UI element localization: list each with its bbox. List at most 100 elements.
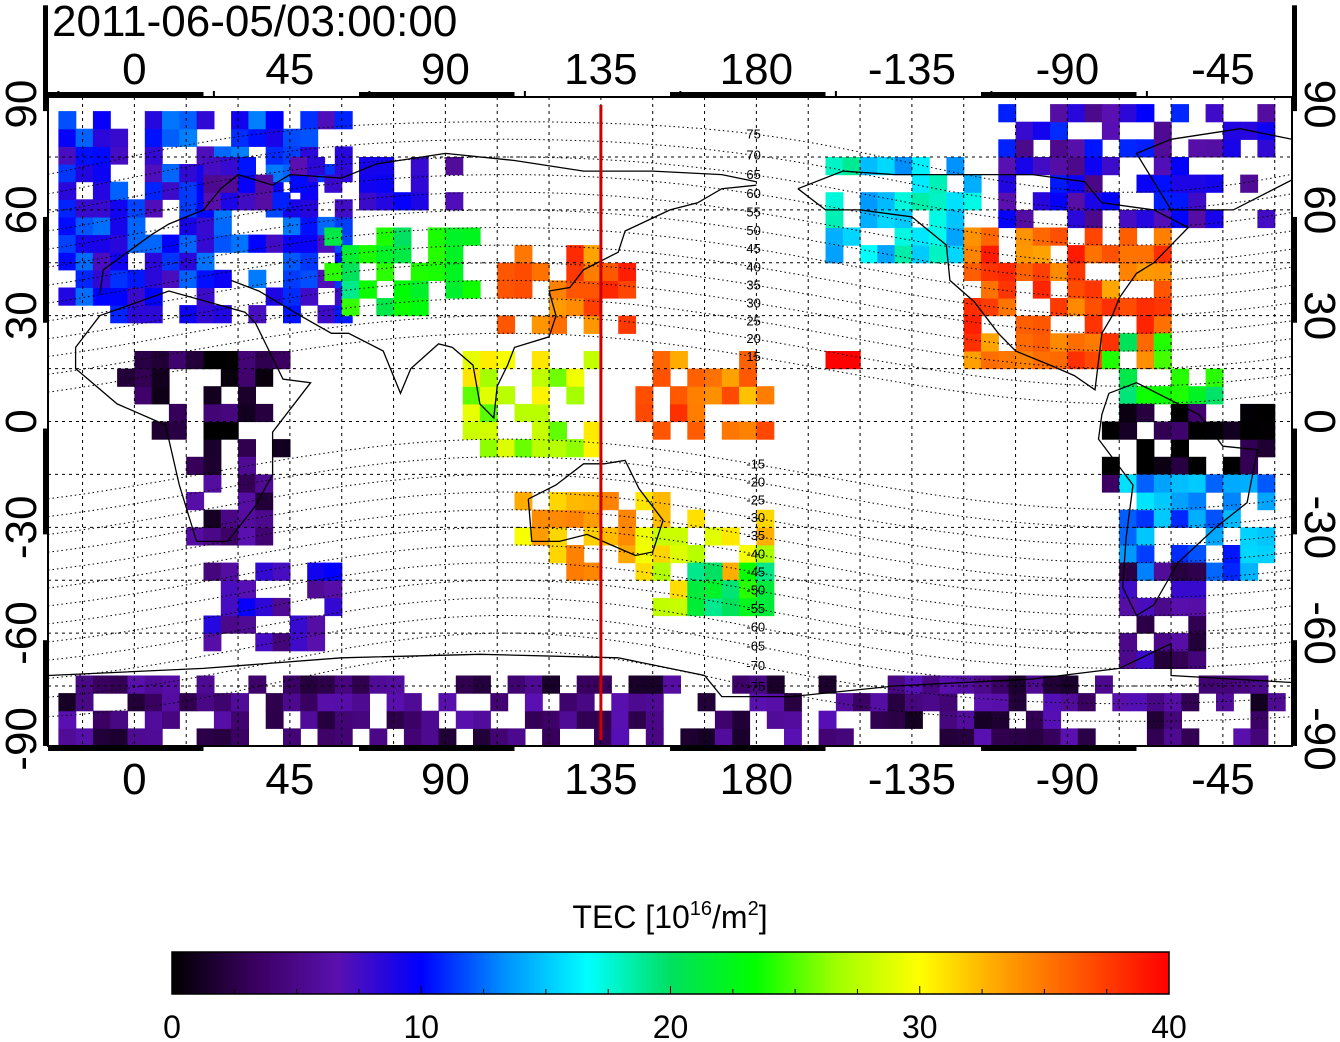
tec-cell: [635, 492, 654, 511]
tec-cell: [196, 728, 215, 746]
tec-region-south-america-south: [1119, 562, 1207, 669]
tec-cell: [663, 675, 681, 694]
tec-cell: [963, 351, 982, 370]
tec-cell: [652, 527, 671, 546]
tec-cell: [75, 728, 94, 746]
tec-cell: [894, 157, 913, 176]
tec-cell: [376, 157, 395, 176]
tec-cell: [179, 216, 198, 236]
tec-cell: [179, 164, 198, 183]
tec-cell: [1171, 368, 1189, 387]
tec-region-africa-east: [203, 351, 291, 458]
tec-cell: [92, 675, 111, 694]
tec-cell: [196, 216, 215, 236]
tec-cell: [421, 728, 440, 746]
tec-cell: [549, 421, 567, 440]
right-lat-tick-label: 0: [1295, 409, 1340, 433]
tec-cell: [324, 227, 343, 246]
tec-cell: [1146, 710, 1165, 729]
maglat-label: -65: [746, 638, 765, 653]
tec-cell: [376, 298, 395, 317]
tec-cell: [317, 111, 336, 130]
tec-cell: [213, 710, 232, 729]
tec-cell: [1084, 157, 1103, 176]
tec-cell: [75, 693, 94, 712]
tec-cell: [1050, 298, 1068, 317]
tec-cell: [974, 693, 992, 712]
maglat-contour: [48, 174, 1292, 246]
tec-cell: [514, 527, 533, 546]
tec-cell: [186, 492, 205, 511]
frame-bar-right: [1292, 216, 1297, 323]
tec-cell: [929, 192, 948, 211]
tec-cell: [162, 252, 180, 271]
tec-cell: [127, 199, 146, 218]
tec-cell: [991, 675, 1010, 694]
tec-cell: [255, 474, 274, 493]
coastline-samerica: [1097, 381, 1259, 617]
tec-cell: [203, 474, 222, 493]
tec-cell: [1025, 675, 1044, 694]
tec-cell: [998, 298, 1017, 317]
tec-cell: [497, 262, 516, 281]
tec-cell: [455, 710, 474, 729]
bottom-lon-tick-label: 90: [421, 755, 470, 804]
tec-cell: [1119, 421, 1138, 440]
colorbar-title: TEC [1016/m2]: [572, 898, 767, 935]
tec-cell: [265, 693, 284, 712]
tec-cell: [1250, 693, 1269, 712]
tec-cell: [576, 693, 595, 712]
tec-cell: [386, 693, 405, 712]
tec-cell: [542, 710, 560, 729]
tec-cell: [283, 269, 301, 288]
maglat-label: -30: [746, 510, 765, 525]
tec-cell: [963, 227, 982, 246]
tec-cell: [162, 693, 180, 712]
tec-cell: [393, 280, 412, 299]
colorbar-tick-label: 20: [653, 1009, 689, 1042]
tec-cell: [289, 174, 308, 193]
tec-cell: [1222, 421, 1241, 440]
tec-cell: [1240, 474, 1259, 493]
tec-cell: [1043, 728, 1062, 746]
tec-cell: [1171, 192, 1189, 211]
tec-cell: [376, 174, 395, 193]
tec-cell: [756, 597, 775, 617]
tec-cell: [196, 305, 215, 324]
tec-cell: [549, 527, 567, 546]
tec-cell: [1119, 139, 1138, 158]
tec-cell: [1032, 351, 1051, 370]
tec-cell: [1188, 545, 1207, 564]
tec-cell: [766, 675, 785, 694]
tec-cell: [1067, 262, 1086, 281]
tec-cell: [1015, 333, 1034, 352]
tec-cell: [265, 710, 284, 729]
tec-cell: [334, 146, 353, 165]
tec-cell: [1205, 527, 1224, 546]
tec-cell: [998, 104, 1017, 123]
tec-cell: [1222, 562, 1241, 581]
tec-cell: [1171, 650, 1189, 669]
tec-cell: [1257, 492, 1276, 511]
maglat-label: 75: [746, 126, 760, 141]
tec-cell: [1119, 368, 1138, 387]
tec-cell: [963, 245, 982, 264]
tec-cell: [998, 351, 1017, 370]
tec-cell: [611, 710, 630, 729]
tec-cell: [369, 728, 388, 746]
tec-cell: [317, 675, 336, 694]
frame-bar-top: [981, 92, 1137, 97]
frame-tick: [1145, 91, 1148, 97]
tec-cell: [860, 157, 878, 176]
tec-cell: [628, 693, 647, 712]
tec-cell: [1171, 456, 1189, 475]
tec-cell: [445, 157, 464, 176]
right-lat-tick-label: -30: [1295, 496, 1340, 560]
tec-cell: [272, 192, 291, 211]
frame-tick: [212, 91, 215, 97]
tec-cell: [162, 710, 180, 729]
tec-cell: [1101, 104, 1120, 123]
tec-cell: [566, 262, 585, 281]
tec-cell: [117, 368, 135, 387]
tec-cell: [531, 439, 550, 458]
